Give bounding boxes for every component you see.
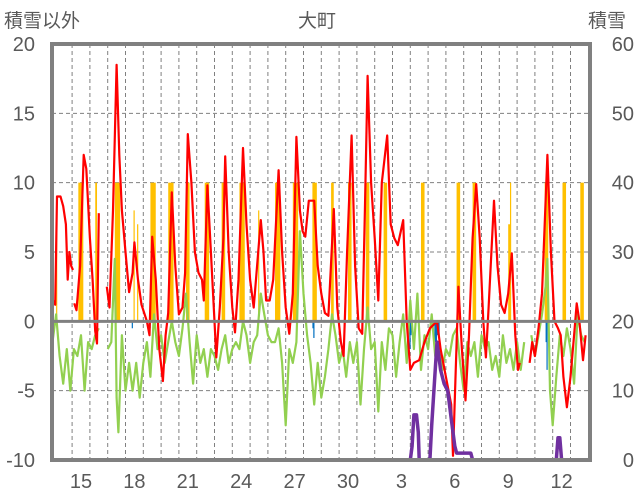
x-tick-label: 12 [550,471,572,493]
sunshine-bar [544,182,549,322]
right-axis-title: 積雪 [588,10,627,32]
left-tick-label: 5 [24,242,35,264]
left-tick-label: 10 [13,173,35,195]
right-tick-label: 20 [612,311,634,333]
sunshine-bar [258,210,260,322]
sunshine-bar [509,182,512,322]
left-axis-title: 積雪以外 [4,10,81,32]
left-tick-label: 20 [13,34,35,56]
x-tick-label: 21 [177,471,199,493]
red-series-line [52,63,587,457]
x-tick-label: 30 [337,471,359,493]
sunshine-bar [239,182,245,322]
sunshine-bar [348,182,352,322]
chart-title: 大町 [298,10,337,32]
x-tick-label: 3 [396,471,407,493]
precip-bar [546,321,548,370]
left-tick-label: -5 [17,381,35,403]
sunshine-bar [365,182,370,322]
plot-frame [50,42,592,462]
sunshine-bar [472,182,477,322]
sunshine-bar [580,182,584,322]
right-tick-label: 60 [612,34,634,56]
sunshine-bar [114,182,121,322]
sunshine-bar [456,182,461,322]
right-tick-label: 50 [612,103,634,125]
right-tick-label: 0 [623,450,634,472]
left-tick-label: 0 [24,311,35,333]
x-tick-label: 27 [283,471,305,493]
sunshine-bar [204,182,210,322]
sunshine-bar [312,182,317,322]
sunshine-bar [383,182,388,322]
sunshine-bar [95,182,98,322]
sunshine-bar [186,182,190,322]
sunshine-bar [562,182,567,322]
right-tick-label: 30 [612,242,634,264]
right-tick-label: 10 [612,381,634,403]
precip-bar [313,321,315,338]
precip-bar [409,321,411,350]
x-tick-label: 24 [230,471,252,493]
right-tick-label: 40 [612,173,634,195]
sunshine-bar [292,182,299,322]
precip-bar [410,321,412,336]
sunshine-bar [420,182,425,322]
x-tick-label: 18 [123,471,145,493]
left-tick-label: 15 [13,103,35,125]
left-tick-label: -10 [6,450,35,472]
x-tick-label: 6 [449,471,460,493]
sunshine-bar [275,182,281,322]
precip-bar [312,321,314,329]
x-tick-label: 15 [70,471,92,493]
precip-bar [131,321,133,329]
precip-bar [434,321,437,343]
x-tick-label: 9 [503,471,514,493]
